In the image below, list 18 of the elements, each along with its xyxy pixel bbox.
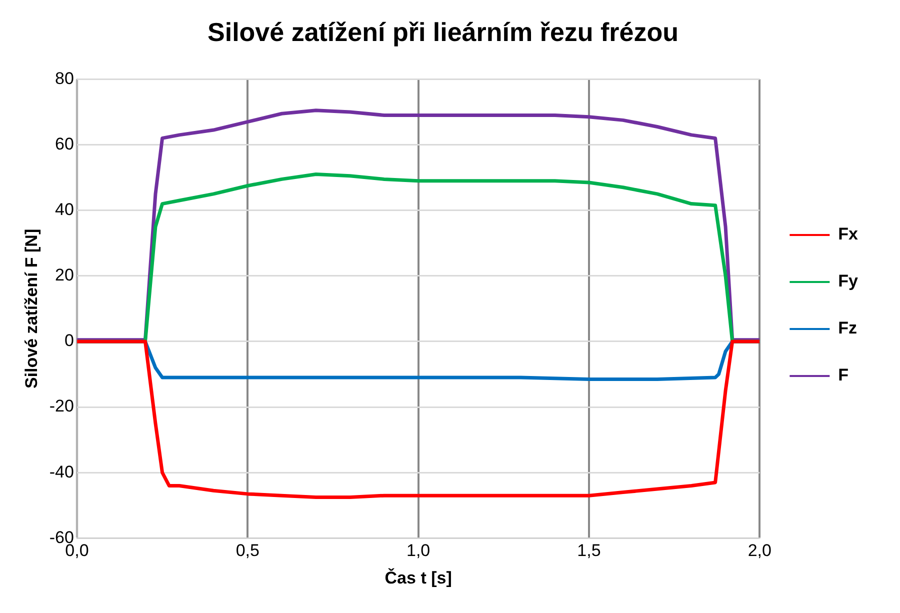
y-tick-label: 60 — [55, 134, 74, 154]
y-tick-label: 40 — [55, 200, 74, 220]
chart-title: Silové zatížení při lieárním řezu frézou — [207, 16, 679, 47]
x-tick-label: 2,0 — [748, 541, 772, 560]
x-tick-label: 0,5 — [236, 541, 260, 560]
y-tick-label: -40 — [49, 462, 74, 482]
y-tick-label: 80 — [55, 68, 74, 88]
x-tick-label: 1,0 — [406, 541, 430, 560]
legend-label: Fx — [838, 224, 859, 244]
y-tick-label: 0 — [64, 331, 74, 350]
x-tick-label: 1,5 — [577, 541, 601, 560]
y-axis-title: Silové zatížení F [N] — [22, 228, 41, 389]
legend-label: F — [838, 366, 849, 385]
legend-label: Fy — [838, 272, 859, 291]
y-tick-label: 20 — [55, 266, 74, 285]
x-axis-title: Čas t [s] — [384, 567, 452, 588]
legend-label: Fz — [838, 318, 858, 338]
y-tick-label: -20 — [49, 396, 74, 416]
